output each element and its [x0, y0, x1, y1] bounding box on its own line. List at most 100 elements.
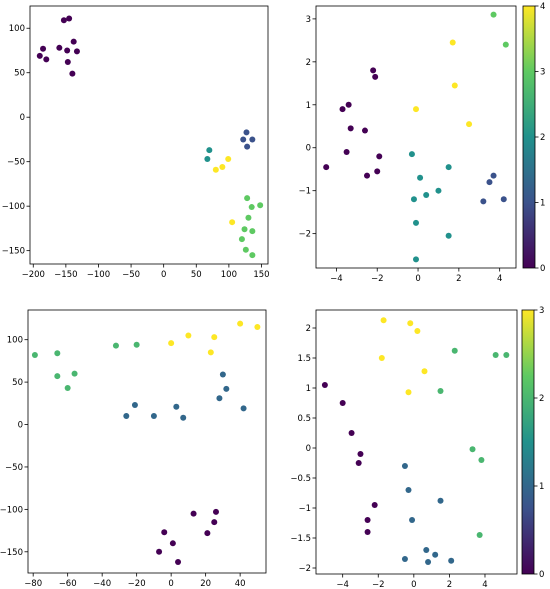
data-point	[413, 106, 419, 113]
plot-frame	[29, 5, 269, 265]
data-point	[486, 179, 493, 186]
data-point	[451, 82, 458, 89]
colorbar-tick-label: 3	[539, 306, 544, 316]
data-point	[371, 502, 378, 508]
y-tick-label: 0	[306, 444, 311, 454]
data-point	[361, 127, 368, 134]
data-point	[229, 219, 236, 226]
data-point	[490, 11, 497, 18]
data-point	[207, 349, 214, 356]
data-point	[249, 228, 256, 235]
data-point	[407, 320, 414, 327]
data-point	[345, 101, 352, 108]
y-tick-label: 0	[20, 113, 25, 123]
colorbar-tick-label: 2	[539, 394, 544, 404]
data-point	[223, 385, 230, 392]
data-point	[112, 342, 119, 349]
data-point	[69, 70, 76, 77]
data-point	[321, 382, 328, 388]
y-tick-label: −2	[298, 230, 311, 240]
y-tick-label: −100	[0, 505, 23, 515]
data-point	[254, 323, 261, 330]
data-point	[492, 352, 499, 358]
data-point	[417, 174, 424, 181]
data-point	[31, 351, 38, 358]
data-point	[70, 38, 77, 45]
data-point	[161, 529, 168, 536]
colorbar-tick-label: 0	[540, 264, 545, 274]
x-tick-label: −50	[122, 270, 140, 280]
scatter-panel-top-left: −200 −150 −100 −50 0 50 100 150 100 50 0 −50 −100 −15…	[2, 5, 270, 280]
data-point	[323, 164, 330, 171]
data-point	[56, 44, 63, 51]
x-tick-label: −150	[54, 270, 77, 280]
y-tick-label: 100	[9, 24, 25, 34]
data-point	[405, 389, 412, 396]
data-point	[370, 67, 377, 74]
data-point	[173, 403, 180, 410]
data-point	[204, 530, 211, 537]
x-tick-label: 0	[161, 270, 166, 280]
x-tick-label: −2	[372, 580, 385, 589]
y-tick-label: 1	[306, 384, 311, 394]
data-point	[378, 355, 385, 361]
data-point	[150, 413, 157, 420]
x-tick-label: 4	[497, 274, 502, 284]
y-tick-label: −150	[2, 247, 25, 257]
data-point	[185, 332, 192, 339]
data-point	[40, 45, 47, 52]
data-point	[212, 166, 219, 173]
x-tick-label: −4	[330, 274, 343, 284]
x-tick-label: 4	[482, 580, 487, 589]
y-tick-label: −1	[298, 187, 311, 197]
data-point	[60, 17, 67, 24]
data-point	[445, 232, 452, 239]
data-point	[357, 451, 364, 457]
data-point	[241, 226, 248, 233]
data-point	[413, 256, 419, 263]
data-point	[123, 413, 130, 420]
data-point	[401, 556, 408, 562]
data-point	[64, 47, 71, 54]
y-tick-label: 2	[306, 324, 311, 334]
y-tick-label: 50	[12, 378, 23, 388]
y-tick-label: 1	[306, 101, 311, 111]
x-tick-label: −200	[22, 270, 45, 280]
data-point	[190, 510, 197, 517]
y-tick-label: 1.5	[297, 354, 311, 364]
data-point	[469, 446, 476, 453]
plot-frame	[27, 309, 267, 574]
data-point	[242, 246, 249, 253]
data-point	[243, 129, 250, 136]
x-tick-label: −20	[128, 579, 146, 589]
x-tick-label: 0	[411, 580, 416, 589]
data-point	[372, 73, 379, 80]
data-point	[212, 508, 219, 515]
data-point	[66, 15, 73, 22]
y-tick-label: −50	[7, 158, 25, 168]
data-point	[237, 320, 244, 327]
data-point	[168, 340, 175, 347]
data-point	[133, 341, 140, 348]
x-tick-label: 40	[235, 579, 246, 589]
x-tick-label: 20	[200, 579, 211, 589]
y-tick-label: −1	[298, 504, 311, 514]
data-point	[249, 252, 256, 259]
data-point	[451, 347, 458, 354]
colorbar-tick-label: 3	[540, 68, 545, 78]
plot-frame	[315, 5, 517, 269]
data-point	[376, 153, 383, 160]
data-point	[249, 136, 256, 143]
data-point	[503, 352, 510, 358]
data-point	[413, 219, 419, 226]
colorbar-tick-label: 1	[539, 482, 544, 492]
scatter-panel-top-right: −4 −2 0 2 4 3 2 1 0 −1 −2 4 3 2 1 0	[298, 2, 545, 284]
y-tick-label: −50	[5, 463, 23, 473]
x-tick-label: −4	[336, 580, 349, 589]
data-point	[502, 41, 509, 48]
data-point	[54, 350, 61, 357]
data-point	[425, 559, 432, 565]
colorbar-tick-label: 2	[540, 133, 545, 143]
data-point	[405, 487, 412, 493]
y-tick-label: 50	[14, 69, 25, 79]
